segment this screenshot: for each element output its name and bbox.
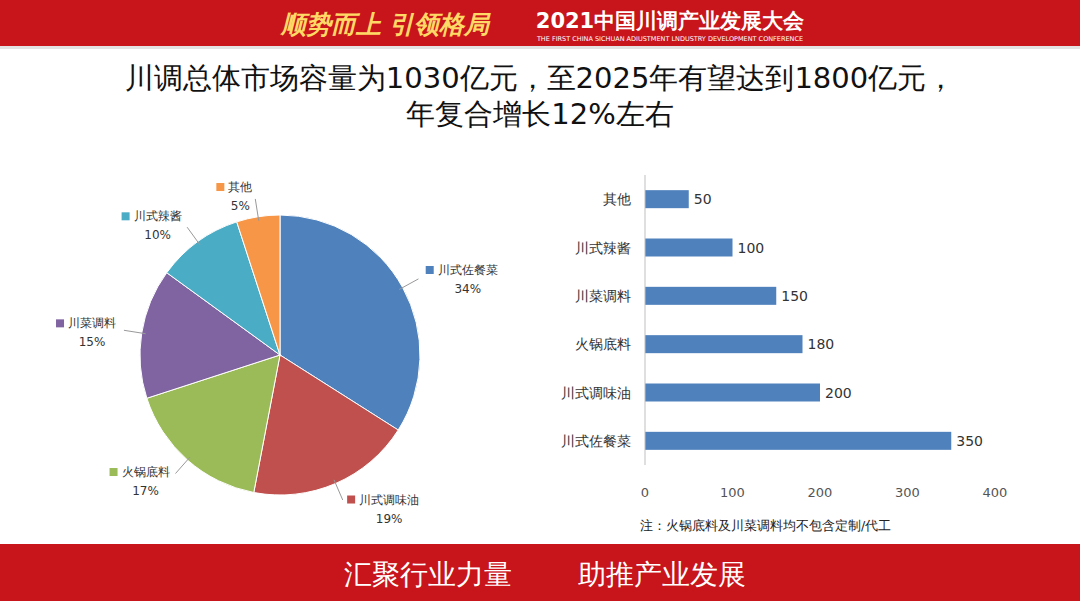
pie-value-label: 5% bbox=[231, 199, 250, 213]
bar bbox=[645, 384, 820, 402]
pie-category-label: 川式辣酱 bbox=[134, 209, 182, 223]
footer-text: 汇聚行业力量 bbox=[344, 558, 512, 591]
bar-category-label: 川式辣酱 bbox=[575, 240, 631, 256]
pie-category-label: 其他 bbox=[228, 180, 252, 194]
header-band bbox=[0, 0, 1080, 46]
bar-category-label: 川菜调料 bbox=[575, 288, 631, 304]
pie-category-label: 川式调味油 bbox=[359, 493, 419, 507]
label-swatch bbox=[110, 468, 118, 476]
slide-title: 川调总体市场容量为1030亿元，至2025年有望达到1800亿元， bbox=[125, 61, 955, 95]
pie-labels: 川式佐餐菜 34% 川式调味油 19% 火锅底料 17% 川菜调料 15% 川式辣酱 10% 其他 5… bbox=[56, 180, 498, 525]
label-swatch bbox=[216, 183, 224, 191]
slide: 顺势而上 引领格局 2021中国川调产业发展大会 THE FIRST CHINA S… bbox=[0, 0, 1080, 601]
bar-value-label: 100 bbox=[738, 240, 765, 256]
bar-category-label: 其他 bbox=[603, 191, 631, 207]
label-swatch bbox=[56, 319, 64, 327]
pie-value-label: 17% bbox=[132, 484, 159, 498]
bar-value-label: 180 bbox=[808, 336, 835, 352]
header-title: 2021中国川调产业发展大会 bbox=[536, 9, 805, 33]
bar bbox=[645, 239, 733, 257]
x-tick-label: 400 bbox=[983, 485, 1008, 500]
pie-value-label: 15% bbox=[79, 335, 106, 349]
bar-category-label: 川式佐餐菜 bbox=[561, 433, 631, 449]
pie-slice bbox=[237, 215, 280, 355]
pie-category-label: 川菜调料 bbox=[68, 316, 116, 330]
background bbox=[0, 0, 1080, 601]
x-tick-label: 100 bbox=[720, 485, 745, 500]
leader-line bbox=[176, 457, 191, 474]
bars bbox=[645, 190, 951, 450]
bar-category-label: 川式调味油 bbox=[561, 385, 631, 401]
footer-text: 助推产业发展 bbox=[578, 558, 746, 591]
bar bbox=[645, 432, 951, 450]
tick-mark bbox=[645, 465, 646, 468]
pie-value-label: 19% bbox=[376, 512, 403, 526]
leader-line bbox=[334, 480, 343, 500]
header-rule bbox=[0, 46, 1080, 49]
label-swatch bbox=[426, 266, 434, 274]
tick-mark bbox=[820, 465, 821, 468]
footer-band bbox=[0, 544, 1080, 601]
tick-mark bbox=[995, 465, 996, 468]
bar-labels: 50 其他 100 川式辣酱 150 川菜调料 180 火锅底料 200 川式调味油 350 川式佐餐… bbox=[561, 191, 983, 449]
pie-value-label: 10% bbox=[144, 228, 171, 242]
bar bbox=[645, 287, 776, 305]
bar-value-label: 200 bbox=[825, 385, 852, 401]
header-subtitle: THE FIRST CHINA SICHUAN ADIUSTMENT LNDUS… bbox=[536, 35, 803, 43]
label-swatch bbox=[347, 496, 355, 504]
leader-line bbox=[399, 279, 418, 290]
leader-line bbox=[187, 227, 200, 245]
pie bbox=[140, 215, 420, 495]
header-slogan: 顺势而上 引领格局 bbox=[279, 10, 492, 39]
x-tick-label: 200 bbox=[808, 485, 833, 500]
bar-value-label: 350 bbox=[956, 433, 983, 449]
bar-value-label: 150 bbox=[781, 288, 808, 304]
pie-value-label: 34% bbox=[454, 282, 481, 296]
bar-value-label: 50 bbox=[694, 191, 712, 207]
x-tick-label: 0 bbox=[641, 485, 649, 500]
bar bbox=[645, 335, 803, 353]
bar-category-label: 火锅底料 bbox=[575, 336, 631, 352]
leader-line bbox=[124, 330, 146, 333]
note: 注：火锅底料及川菜调料均不包含定制/代工 bbox=[640, 518, 891, 533]
slide-title: 年复合增长12%左右 bbox=[406, 97, 673, 131]
label-swatch bbox=[122, 212, 130, 220]
tick-mark bbox=[907, 465, 908, 468]
y-axis-line bbox=[645, 175, 646, 465]
pie-category-label: 火锅底料 bbox=[122, 465, 170, 479]
leader-line bbox=[255, 199, 258, 221]
bar bbox=[645, 190, 689, 208]
tick-mark bbox=[732, 465, 733, 468]
pie-category-label: 川式佐餐菜 bbox=[438, 263, 498, 277]
x-tick-label: 300 bbox=[895, 485, 920, 500]
